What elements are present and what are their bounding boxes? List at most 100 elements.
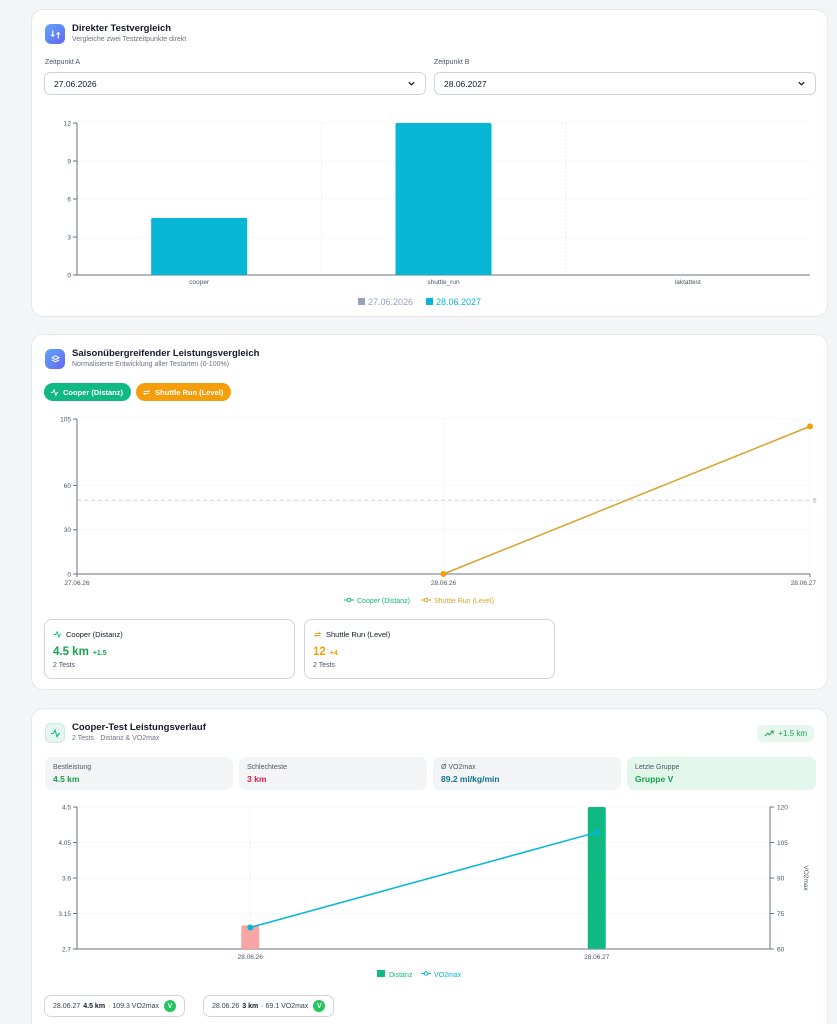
y-tick-label: 105 xyxy=(60,417,71,424)
time-b-value: 28.06.2027 xyxy=(444,78,487,89)
test-chip[interactable]: 28.06.26 3 km · 69.1 VO2max V xyxy=(203,995,335,1017)
cooper-combo-chart: 2.7 3.15 3.6 4.05 4.5 60 75 90 105 120 VO2max 28.06… xyxy=(58,805,809,980)
summary-value: 4.5 km xyxy=(53,646,89,658)
pill-label: Cooper (Distanz) xyxy=(63,387,123,397)
y-tick-label-left: 3.6 xyxy=(62,876,71,883)
activity-icon xyxy=(50,388,59,396)
x-tick-label: 28.06.27 xyxy=(791,580,817,587)
trend-value: +1.5 km xyxy=(778,729,807,738)
stat-vo2max: Ø VO2max 89.2 ml/kg/min xyxy=(433,757,621,790)
y-tick-label-right: 120 xyxy=(777,805,788,812)
y-tick-label-left: 2.7 xyxy=(62,947,71,954)
y-tick-label: 0 xyxy=(67,273,71,280)
stat-worst: Schlechteste 3 km xyxy=(239,757,427,790)
x-tick-label: 28.06.26 xyxy=(431,580,457,587)
group-badge: V xyxy=(313,1000,326,1012)
direct-comparison-card: Direkter Testvergleich Vergleiche zwei T… xyxy=(31,9,828,317)
stat-label: Bestleistung xyxy=(53,764,92,771)
data-point xyxy=(247,924,254,931)
pill-label: Shuttle Run (Level) xyxy=(155,387,224,397)
card-header: Cooper-Test Leistungsverlauf 2 Tests · D… xyxy=(45,722,206,744)
card-title: Direkter Testvergleich xyxy=(72,23,172,34)
group-badge: V xyxy=(164,1000,177,1012)
y-axis-label-right: VO2max xyxy=(802,865,809,891)
activity-icon xyxy=(53,630,62,639)
y-tick-label-right: 105 xyxy=(777,840,788,847)
stat-value: Gruppe V xyxy=(635,774,674,784)
label-time-b: Zeitpunkt B xyxy=(434,59,470,66)
y-tick-label-left: 3.15 xyxy=(58,911,71,918)
legend-marker xyxy=(423,971,429,976)
time-a-value: 27.06.2026 xyxy=(54,78,97,89)
time-b-select[interactable]: 28.06.2027 xyxy=(434,72,816,95)
series-line xyxy=(250,831,597,929)
bar xyxy=(241,925,260,949)
card-header: Saisonübergreifender Leistungsvergleich … xyxy=(45,348,259,370)
reference-label: 6 xyxy=(813,498,817,505)
bar xyxy=(587,807,606,949)
legend-label: 28.06.2027 xyxy=(436,297,481,307)
summary-card-cooper: Cooper (Distanz) 4.5 km +1.5 2 Tests xyxy=(44,619,295,679)
y-tick-label-right: 75 xyxy=(777,911,785,918)
time-a-select[interactable]: 27.06.2026 xyxy=(44,72,426,95)
summary-delta: +4 xyxy=(329,650,338,657)
legend-marker xyxy=(423,597,429,603)
chip-distance: 4.5 km xyxy=(83,1002,106,1010)
legend-swatch xyxy=(426,298,433,305)
chip-date: 28.06.27 xyxy=(53,1002,81,1010)
season-comparison-card: Saisonübergreifender Leistungsvergleich … xyxy=(31,334,828,690)
chip-date: 28.06.26 xyxy=(212,1002,240,1010)
layers-icon xyxy=(45,349,65,369)
y-tick-label-left: 4.5 xyxy=(62,805,71,812)
legend-label: Distanz xyxy=(389,972,413,979)
x-tick-label: laktattest xyxy=(675,279,701,286)
x-tick-label: cooper xyxy=(189,279,210,286)
chevron-down-icon xyxy=(408,81,415,86)
normalized-line-chart: 0 30 60 105 6 27.06.26 28.06.26 28.06.27 Cooper … xyxy=(60,417,817,606)
card-subtitle: Vergleiche zwei Testzeitpunkte direkt xyxy=(72,36,187,43)
summary-name: Shuttle Run (Level) xyxy=(326,630,391,639)
legend-label: Shuttle Run (Level) xyxy=(434,598,494,605)
legend-label: VO2max xyxy=(434,972,462,979)
pill-cooper[interactable]: Cooper (Distanz) xyxy=(44,383,131,401)
x-tick-label: 28.06.26 xyxy=(238,954,264,961)
trend-badge: +1.5 km xyxy=(757,725,814,742)
legend-swatch xyxy=(358,298,365,305)
y-tick-label: 30 xyxy=(64,527,72,534)
stat-label: Schlechteste xyxy=(247,764,288,771)
card-subtitle: Normalisierte Entwicklung aller Testarte… xyxy=(72,361,230,368)
bar xyxy=(151,218,248,275)
y-tick-label-right: 60 xyxy=(777,947,785,954)
card-title: Cooper-Test Leistungsverlauf xyxy=(72,722,206,733)
cooper-progress-card: Cooper-Test Leistungsverlauf 2 Tests · D… xyxy=(31,708,828,1024)
data-point xyxy=(807,423,813,430)
y-tick-label: 6 xyxy=(67,197,71,204)
legend-marker xyxy=(346,597,352,603)
stat-best: Bestleistung 4.5 km xyxy=(45,757,233,790)
y-tick-label-left: 4.05 xyxy=(58,840,71,847)
summary-name: Cooper (Distanz) xyxy=(66,630,123,639)
y-tick-label: 3 xyxy=(67,235,71,242)
summary-value: 12 xyxy=(313,646,326,658)
summary-count: 2 Tests xyxy=(53,662,76,669)
repeat-icon xyxy=(313,631,322,638)
stat-value: 4.5 km xyxy=(53,774,80,784)
summary-count: 2 Tests xyxy=(313,662,336,669)
y-tick-label: 12 xyxy=(64,121,72,128)
stat-value: 3 km xyxy=(247,774,267,784)
chip-vo2max: · 69.1 VO2max xyxy=(261,1002,309,1010)
summary-delta: +1.5 xyxy=(92,650,107,657)
test-chip[interactable]: 28.06.27 4.5 km · 109.3 VO2max V xyxy=(44,995,186,1017)
pill-shuttle-run[interactable]: Shuttle Run (Level) xyxy=(136,383,232,401)
bar xyxy=(395,123,492,275)
comparison-bar-chart: 0 3 6 9 12 cooper shuttle_run laktattest 27.06.2… xyxy=(64,121,810,307)
repeat-icon xyxy=(142,389,151,395)
data-point xyxy=(593,829,600,836)
card-title: Saisonübergreifender Leistungsvergleich xyxy=(72,348,260,359)
label-time-a: Zeitpunkt A xyxy=(45,59,81,66)
y-tick-label-right: 90 xyxy=(777,876,785,883)
stat-value: 89.2 ml/kg/min xyxy=(441,774,500,784)
x-tick-label: 28.06.27 xyxy=(584,954,610,961)
chip-vo2max: · 109.3 VO2max xyxy=(108,1002,160,1010)
y-tick-label: 9 xyxy=(67,159,71,166)
